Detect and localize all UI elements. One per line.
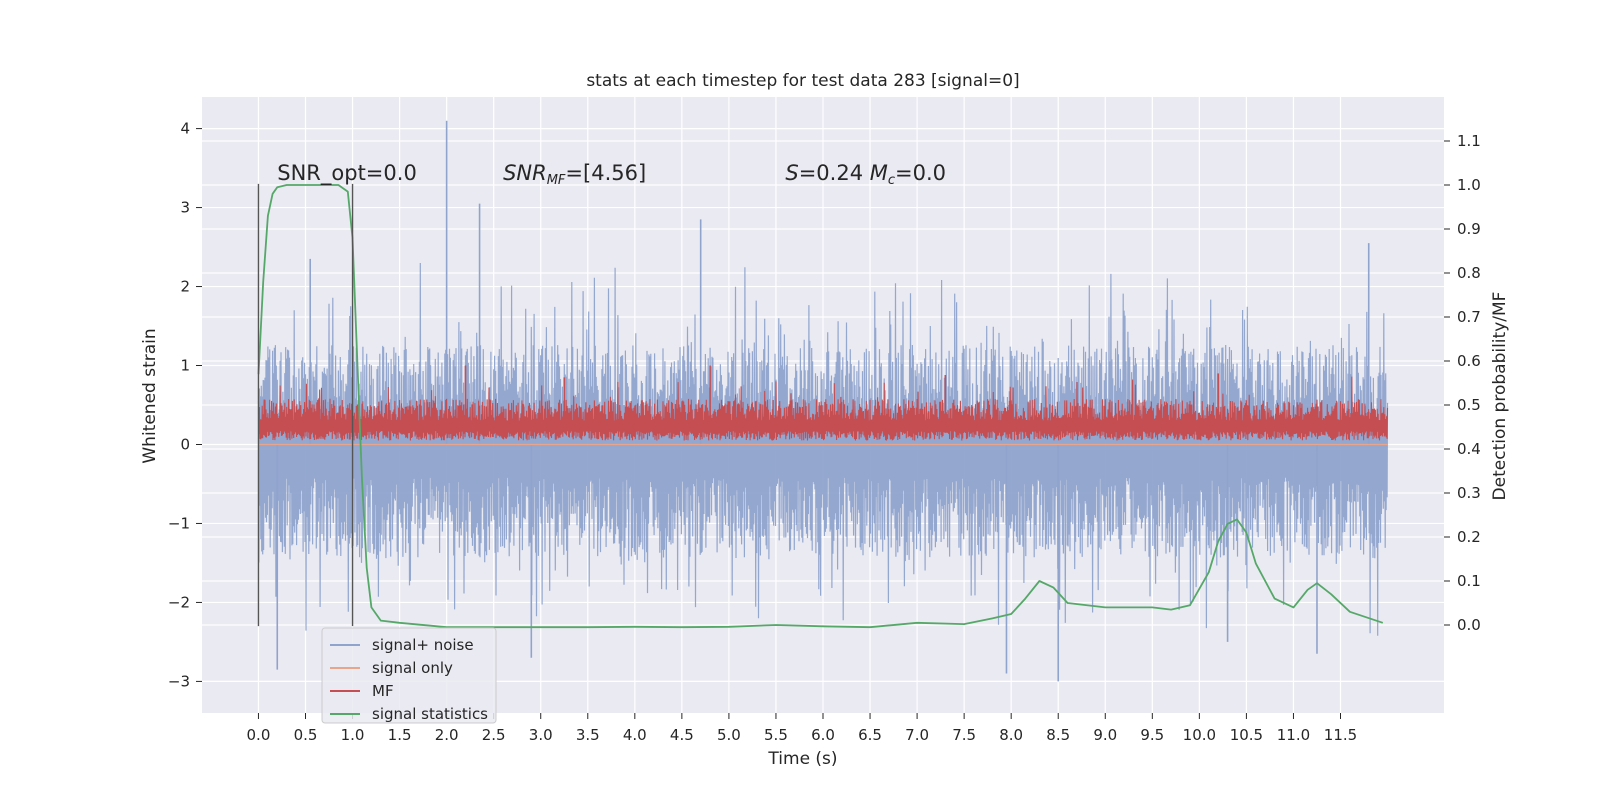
x-tick-label: 9.5 xyxy=(1140,726,1164,744)
right-tick-label: 0.5 xyxy=(1457,396,1481,414)
y-tick-label: −2 xyxy=(168,593,190,611)
legend: signal+ noise signal only MF signal statist… xyxy=(321,627,497,724)
y-tick-label: 1 xyxy=(180,357,190,375)
legend-box xyxy=(321,627,497,724)
annotation-s-mc: S=0.24 Mc=0.0 xyxy=(785,161,946,188)
y-tick-label: 3 xyxy=(180,199,190,217)
x-tick-label: 3.5 xyxy=(576,726,600,744)
legend-label: signal statistics xyxy=(372,705,488,723)
y-axis-ticks: −3 −2 −1 0 1 2 3 4 xyxy=(168,120,202,690)
right-tick-label: 0.2 xyxy=(1457,528,1481,546)
annotation-snr-opt: SNR_opt=0.0 xyxy=(277,161,417,186)
right-tick-label: 0.9 xyxy=(1457,220,1481,238)
x-tick-label: 1.0 xyxy=(341,726,365,744)
right-tick-label: 0.1 xyxy=(1457,572,1481,590)
y-tick-label: 2 xyxy=(180,278,190,296)
right-tick-label: 1.0 xyxy=(1457,176,1481,194)
x-tick-label: 0.0 xyxy=(247,726,271,744)
x-tick-label: 2.0 xyxy=(435,726,459,744)
series-mf-trace xyxy=(257,376,1389,441)
right-tick-label: 0.4 xyxy=(1457,440,1481,458)
x-tick-label: 3.0 xyxy=(529,726,553,744)
x-tick-label: 10.0 xyxy=(1183,726,1216,744)
right-axis-ticks: 0.0 0.1 0.2 0.3 0.4 0.5 0.6 0.7 0.8 0.9 1.0 1.1 xyxy=(1444,132,1481,634)
x-tick-label: 2.5 xyxy=(482,726,506,744)
right-tick-label: 0.7 xyxy=(1457,308,1481,326)
x-tick-label: 4.5 xyxy=(670,726,694,744)
series-signal-statistics-line xyxy=(257,184,1384,629)
chart-title: stats at each timestep for test data 283… xyxy=(586,71,1019,91)
y-tick-label: 0 xyxy=(180,435,190,453)
x-tick-label: 5.5 xyxy=(764,726,788,744)
y-tick-label: 4 xyxy=(180,120,190,138)
legend-label: signal only xyxy=(372,659,453,677)
data-layer xyxy=(257,120,1389,682)
x-tick-label: 11.5 xyxy=(1324,726,1357,744)
x-tick-label: 8.5 xyxy=(1046,726,1070,744)
y-tick-label: −3 xyxy=(168,672,190,690)
x-tick-label: 5.0 xyxy=(717,726,741,744)
y-axis-label: Whitened strain xyxy=(140,328,160,463)
legend-label: signal+ noise xyxy=(372,636,474,654)
x-tick-label: 8.0 xyxy=(999,726,1023,744)
x-axis-label: Time (s) xyxy=(767,749,837,769)
right-axis-label: Detection probability/MF xyxy=(1490,292,1510,501)
right-tick-label: 0.6 xyxy=(1457,352,1481,370)
annotation-snr-mf: SNRMF=[4.56] xyxy=(503,161,646,188)
x-tick-label: 4.0 xyxy=(623,726,647,744)
legend-label: MF xyxy=(372,682,394,700)
x-axis-ticks: 0.0 0.5 1.0 1.5 2.0 2.5 3.0 3.5 4.0 4.5 5.0 5.5 6.0 6… xyxy=(247,713,1357,744)
x-tick-label: 1.5 xyxy=(388,726,412,744)
x-tick-label: 6.5 xyxy=(858,726,882,744)
vertical-markers xyxy=(257,183,354,627)
x-tick-label: 10.5 xyxy=(1230,726,1263,744)
right-tick-label: 0.0 xyxy=(1457,616,1481,634)
x-tick-label: 0.5 xyxy=(294,726,318,744)
x-tick-label: 7.0 xyxy=(905,726,929,744)
x-tick-label: 7.5 xyxy=(952,726,976,744)
y-tick-label: −1 xyxy=(168,514,190,532)
x-tick-label: 11.0 xyxy=(1277,726,1310,744)
x-tick-label: 9.0 xyxy=(1093,726,1117,744)
right-tick-label: 0.8 xyxy=(1457,264,1481,282)
right-tick-label: 1.1 xyxy=(1457,132,1481,150)
right-tick-label: 0.3 xyxy=(1457,484,1481,502)
x-tick-label: 6.0 xyxy=(811,726,835,744)
